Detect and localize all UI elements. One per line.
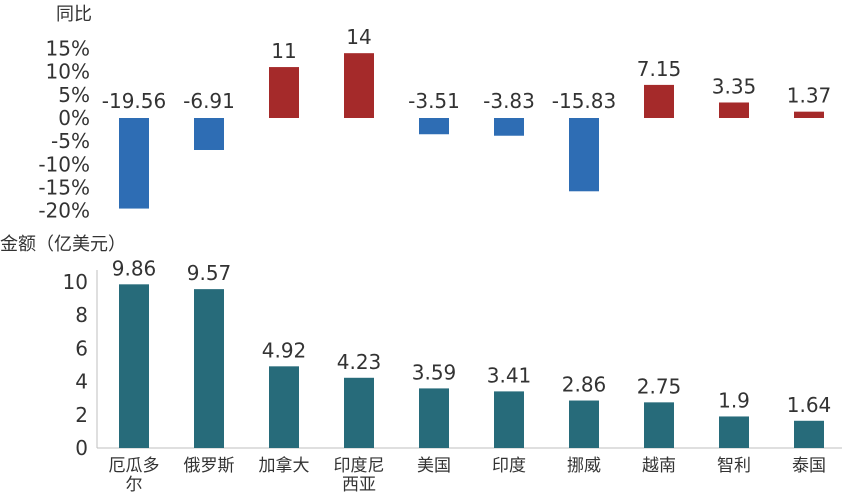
amount-tick-label: 0 — [75, 436, 88, 460]
category-label-line: 西亚 — [342, 475, 376, 493]
yoy-data-label: -15.83 — [552, 89, 616, 113]
yoy-data-label: 3.35 — [712, 74, 757, 98]
category-label-line: 印度 — [492, 456, 526, 476]
category-labels: 厄瓜多尔 俄罗斯 加拿大 印度尼西亚 美国 印度 挪威 越南 智利 泰国 — [109, 455, 827, 493]
amount-bar — [719, 416, 749, 448]
yoy-tick-label: -5% — [51, 129, 90, 153]
yoy-panel: 同比 15%10%5%0%-5%-10%-15%-20% -19.56 -6.91… — [38, 4, 831, 223]
yoy-tick-label: -15% — [38, 175, 90, 199]
amount-tick-label: 8 — [75, 303, 88, 327]
amount-bar — [344, 377, 374, 448]
amount-tick-label: 10 — [63, 270, 88, 294]
amount-tick-labels: 10 8 6 4 2 0 — [63, 270, 88, 460]
amount-data-label: 2.86 — [562, 373, 607, 397]
amount-bar — [269, 366, 299, 448]
amount-data-label: 4.23 — [337, 350, 382, 374]
amount-tick-label: 2 — [75, 403, 88, 427]
yoy-data-labels: -19.56 -6.91 11 14 -3.51 -3.83 -15.83 7.15 3.35 1… — [102, 25, 832, 113]
yoy-bars — [119, 53, 824, 209]
amount-bar — [569, 400, 599, 448]
category-label: 美国 — [417, 456, 451, 476]
yoy-data-label: -6.91 — [183, 89, 235, 113]
amount-data-label: 9.86 — [112, 256, 157, 280]
yoy-data-label: -3.83 — [483, 89, 535, 113]
yoy-bar — [644, 84, 674, 118]
category-label: 挪威 — [567, 456, 601, 476]
yoy-bar — [269, 67, 299, 118]
category-label-line: 俄罗斯 — [184, 456, 235, 476]
amount-bar — [119, 284, 149, 448]
yoy-axis-title: 同比 — [56, 4, 92, 25]
yoy-tick-label: 0% — [58, 106, 90, 130]
category-label: 厄瓜多尔 — [109, 456, 160, 493]
amount-bar — [419, 388, 449, 448]
amount-tick-label: 6 — [75, 336, 88, 360]
yoy-bar — [344, 53, 374, 118]
amount-data-label: 1.9 — [718, 388, 750, 412]
yoy-tick-label: 10% — [46, 60, 90, 84]
amount-bar — [644, 402, 674, 448]
yoy-data-label: -19.56 — [102, 89, 166, 113]
category-label: 印度尼西亚 — [334, 456, 385, 493]
category-label-line: 挪威 — [567, 456, 601, 476]
category-label-line: 智利 — [717, 456, 751, 476]
amount-data-labels: 9.86 9.57 4.92 4.23 3.59 3.41 2.86 2.75 1.9 1.64 — [112, 256, 832, 416]
category-label: 智利 — [717, 456, 751, 476]
amount-data-label: 1.64 — [787, 393, 832, 417]
yoy-bar — [794, 111, 824, 118]
yoy-bar — [494, 118, 524, 136]
category-label-line: 越南 — [642, 456, 676, 476]
category-label-line: 尔 — [126, 475, 143, 493]
yoy-data-label: -3.51 — [408, 89, 460, 113]
yoy-tick-label: -10% — [38, 152, 90, 176]
category-label: 泰国 — [792, 456, 826, 476]
yoy-data-label: 11 — [271, 39, 296, 63]
category-label-line: 印度尼 — [334, 456, 385, 476]
category-label-line: 泰国 — [792, 456, 826, 476]
category-label: 越南 — [642, 456, 676, 476]
amount-data-label: 3.41 — [487, 363, 532, 387]
amount-data-label: 3.59 — [412, 360, 457, 384]
yoy-bar — [419, 118, 449, 135]
yoy-data-label: 1.37 — [787, 84, 832, 108]
yoy-bar — [719, 102, 749, 118]
yoy-tick-label: 15% — [46, 37, 90, 61]
amount-bar — [194, 289, 224, 448]
amount-data-label: 2.75 — [637, 374, 682, 398]
yoy-bar — [569, 118, 599, 192]
category-label: 俄罗斯 — [184, 456, 235, 476]
amount-bar — [494, 391, 524, 448]
yoy-tick-label: -20% — [38, 199, 90, 223]
category-label-line: 厄瓜多 — [109, 456, 160, 476]
amount-bar — [794, 420, 824, 448]
yoy-tick-labels: 15%10%5%0%-5%-10%-15%-20% — [38, 37, 90, 223]
category-label-line: 美国 — [417, 456, 451, 476]
category-label: 印度 — [492, 456, 526, 476]
amount-data-label: 4.92 — [262, 338, 307, 362]
amount-bars — [119, 284, 824, 448]
amount-axis-title: 金额（亿美元） — [0, 234, 126, 255]
yoy-bar — [119, 118, 149, 209]
yoy-tick-label: 5% — [58, 83, 90, 107]
category-label-line: 加拿大 — [259, 455, 310, 476]
yoy-data-label: 7.15 — [637, 57, 682, 81]
amount-tick-label: 4 — [75, 370, 88, 394]
amount-panel: 金额（亿美元） 10 8 6 4 2 0 9.86 9.57 4.92 4.23 3.59 3.41… — [0, 234, 842, 493]
yoy-data-label: 14 — [346, 25, 371, 49]
category-label: 加拿大 — [259, 455, 310, 476]
yoy-bar — [194, 118, 224, 150]
amount-data-label: 9.57 — [187, 261, 232, 285]
